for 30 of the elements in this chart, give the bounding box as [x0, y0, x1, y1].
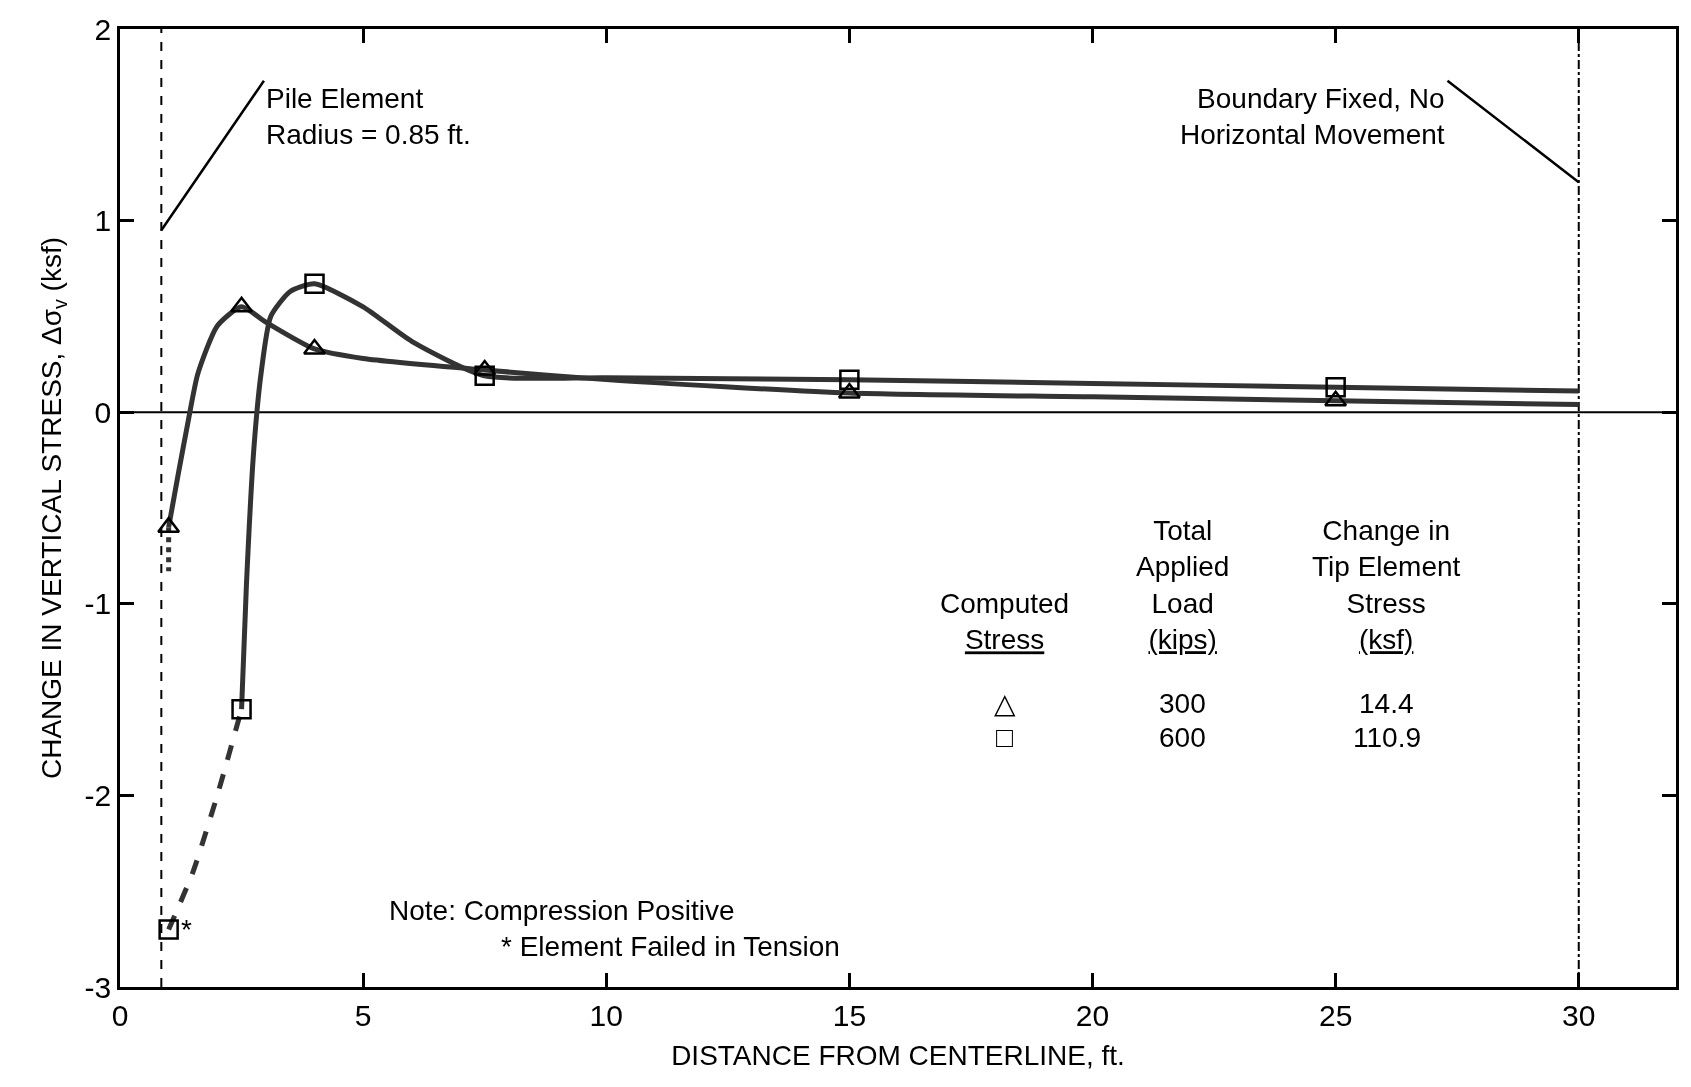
point — [231, 698, 252, 720]
y-tick-label: -2 — [84, 778, 112, 812]
annotation: 300 — [1159, 688, 1206, 719]
annotation: Boundary Fixed, No Horizontal Movement — [1180, 83, 1445, 151]
y-tick-label: -3 — [84, 970, 112, 1004]
y-tick-label: 1 — [94, 204, 112, 238]
annotation: Computed Stress — [940, 588, 1070, 656]
annotation: 600 — [1159, 722, 1206, 753]
annotation: Pile Element Radius = 0.85 ft. — [266, 83, 471, 151]
x-tick-label: 5 — [354, 998, 372, 1032]
x-tick-label: 30 — [1562, 998, 1596, 1032]
annotation: Note: Compression Positive — [389, 895, 735, 926]
y-tick-label: -1 — [84, 587, 112, 621]
x-axis-title: DISTANCE FROM CENTERLINE, ft. — [671, 1039, 1125, 1071]
annotation: Total Applied Load (kips) — [1136, 515, 1230, 656]
x-tick-label: 10 — [589, 998, 623, 1032]
point — [158, 919, 179, 940]
annotation: 14.4 — [1359, 688, 1414, 719]
y-tick-label: 2 — [94, 12, 112, 46]
annotation: * — [181, 914, 192, 945]
x-tick-label: 15 — [832, 998, 867, 1032]
annotation: Change in Tip Element Stress (ksf) — [1312, 515, 1461, 656]
x-tick-label: 25 — [1318, 998, 1353, 1032]
point — [839, 369, 860, 390]
annotation: * Element Failed in Tension — [501, 931, 840, 962]
annotation: △ — [994, 688, 1016, 719]
annotation: □ — [996, 722, 1013, 753]
annotation: 110.9 — [1353, 722, 1421, 753]
x-tick-label: 20 — [1075, 998, 1110, 1032]
y-tick-label: 0 — [94, 395, 112, 429]
